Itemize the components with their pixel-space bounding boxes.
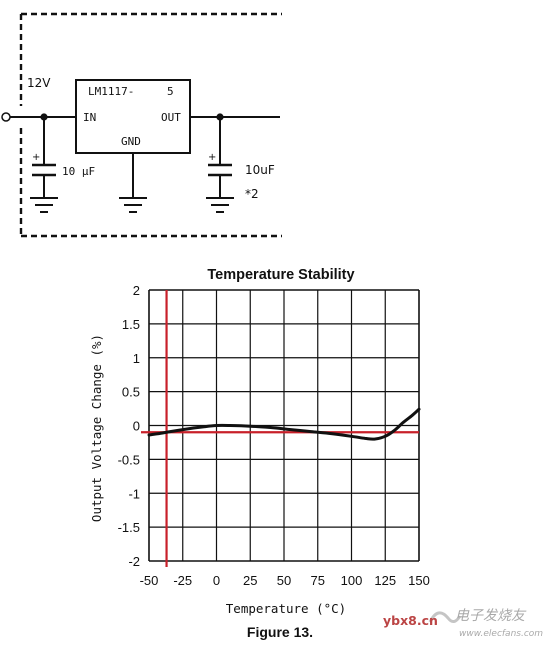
watermark-url: www.elecfans.com (459, 629, 543, 639)
node-output (216, 113, 224, 121)
x-tick-label: -25 (173, 573, 192, 588)
series-line (147, 407, 421, 441)
ground-symbol (119, 197, 147, 213)
x-tick-label: 100 (341, 573, 363, 588)
input-voltage-label: 12V (27, 76, 51, 90)
schematic: 12V LM1117- 5 IN OUT GND + 10 μF (1, 12, 282, 238)
watermark-cn: 电子发烧友 (455, 608, 527, 624)
ic-name: LM1117- (88, 85, 134, 98)
pin-gnd-label: GND (121, 135, 141, 148)
y-tick-label: 1.5 (122, 317, 140, 332)
input-cap-plus: + (32, 152, 40, 163)
watermark-domain: ybx8.cn (383, 613, 438, 628)
y-axis-label: Output Voltage Change (%) (89, 334, 104, 522)
x-tick-label: 25 (243, 573, 257, 588)
chart-ticks: -50 -25 0 25 50 75 100 125 150 2 1.5 1 0.5 0 -0.5 -1 -1.… (118, 283, 430, 588)
ground-symbol (30, 197, 58, 213)
output-capacitor (208, 163, 232, 177)
dashed-enclosure (19, 12, 282, 238)
y-tick-label: 0.5 (122, 385, 140, 400)
watermark-logo: ybx8.cn 电子发烧友 www.elecfans.com (383, 608, 543, 639)
x-axis-label: Temperature (°C) (226, 601, 346, 616)
chart-lines (141, 290, 421, 567)
pin-in-label: IN (83, 111, 96, 124)
x-tick-label: 0 (213, 573, 220, 588)
input-terminal (1, 112, 11, 122)
regulator-ic (75, 79, 191, 154)
output-cap-label: 10uF (245, 163, 275, 177)
temperature-chart: Temperature Stability -50 -25 0 25 50 75 100 12… (89, 267, 430, 616)
output-cap-note: *2 (245, 187, 259, 201)
y-tick-label: -1.5 (118, 520, 140, 535)
pin-out-label: OUT (161, 111, 181, 124)
chart-grid (148, 289, 420, 562)
x-tick-label: 125 (374, 573, 396, 588)
y-tick-label: 2 (133, 283, 140, 298)
figure-caption: Figure 13. (247, 624, 313, 640)
y-tick-label: -0.5 (118, 452, 140, 467)
y-tick-label: -1 (128, 486, 140, 501)
ground-symbol (206, 197, 234, 213)
x-tick-label: 75 (311, 573, 325, 588)
input-capacitor (32, 163, 56, 177)
output-cap-plus: + (208, 152, 216, 163)
ic-variant: 5 (167, 85, 174, 98)
x-tick-label: 150 (408, 573, 430, 588)
y-tick-label: 1 (133, 351, 140, 366)
node-input (40, 113, 48, 121)
input-cap-label: 10 μF (62, 165, 95, 178)
y-tick-label: -2 (128, 554, 140, 569)
x-tick-label: -50 (140, 573, 159, 588)
y-tick-label: 0 (133, 419, 140, 434)
logo-wave-icon (428, 611, 462, 623)
chart-title: Temperature Stability (207, 267, 354, 283)
x-tick-label: 50 (277, 573, 291, 588)
